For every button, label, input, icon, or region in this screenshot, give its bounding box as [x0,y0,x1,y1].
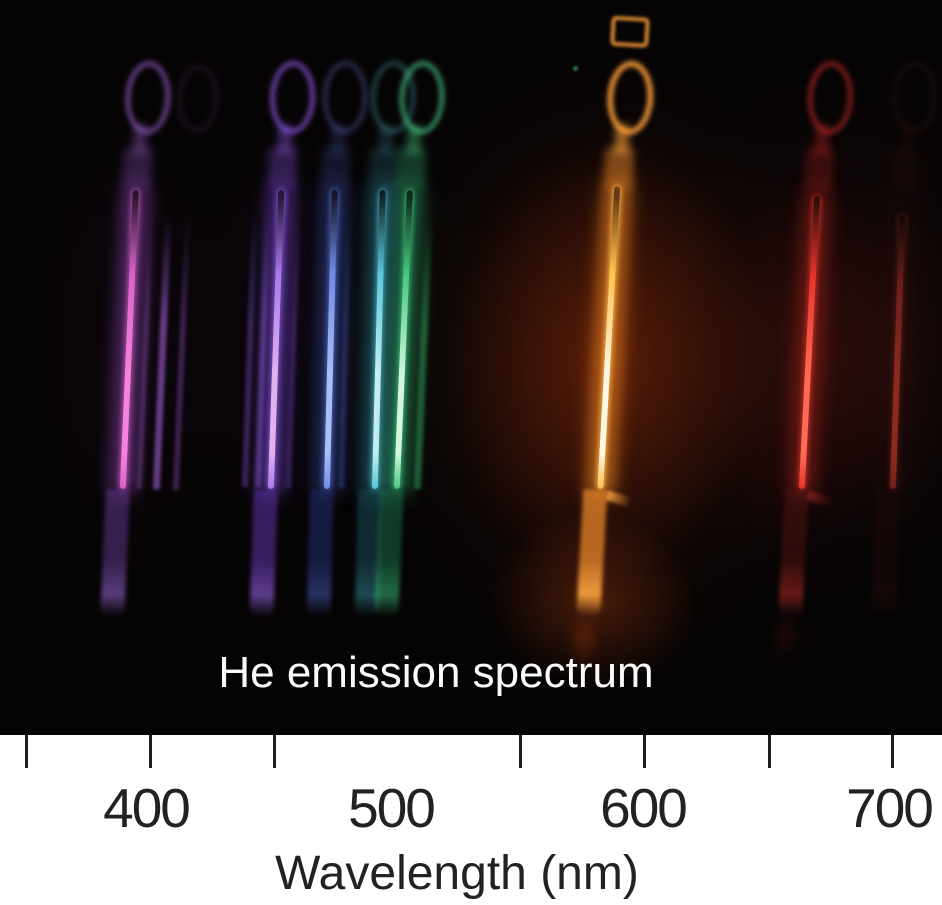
axis-tick-label: 500 [348,777,436,839]
tube-lower-column [871,489,900,619]
tube-707nm [789,59,942,619]
axis-tick [149,735,152,768]
axis-tick-label: 400 [103,777,191,839]
axis-tick-label: 700 [846,777,934,839]
axis-tick [25,735,28,768]
green-speck-artifact [573,66,578,71]
axis-tick [891,735,894,768]
axis-tick [643,735,646,768]
photo-caption: He emission spectrum [218,648,654,697]
spectrum-photo: He emission spectrum [0,0,942,735]
axis-tick [519,735,522,768]
axis-tick-label: 600 [600,777,688,839]
axis-title: Wavelength (nm) [275,847,639,900]
wavelength-axis: 400 500 600 700 Wavelength (nm) [0,735,942,905]
axis-tick [273,735,276,768]
axis-tick [768,735,771,768]
